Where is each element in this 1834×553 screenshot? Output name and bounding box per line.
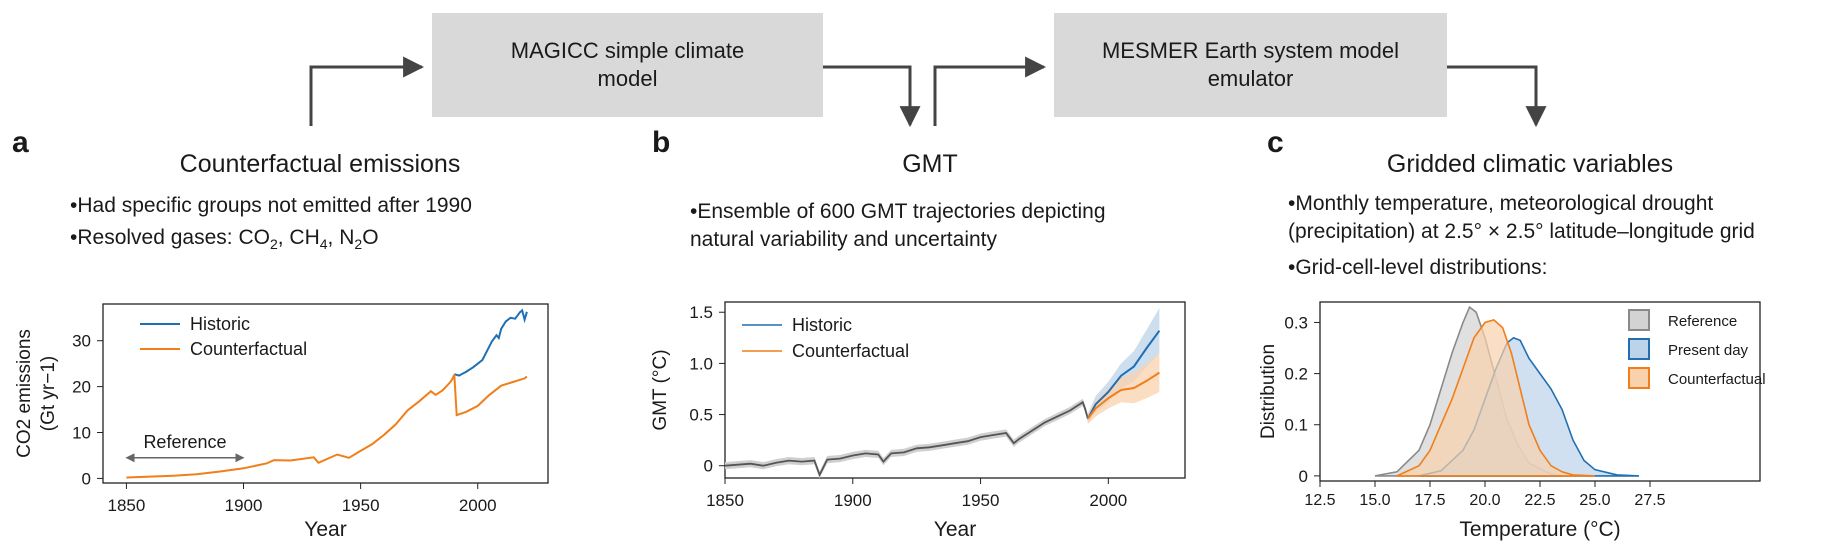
chart-a-legend-label: Historic [190,314,250,334]
chart-b-ylabel: GMT (°C) [650,349,671,430]
panel-c-letter: c [1267,126,1284,159]
chart-b-xtick-label: 1850 [706,491,744,510]
chart-c-xtick-label: 15.0 [1359,492,1390,509]
chart-b-xtick-label: 1900 [834,491,872,510]
chart-c-legend-swatch [1628,309,1650,331]
chart-a-ytick-label: 20 [72,378,91,397]
panel-a-letter: a [12,126,29,159]
chart-b-xtick-label: 2000 [1089,491,1127,510]
chart-b-legend-label: Counterfactual [792,341,909,361]
panel-c-title: Gridded climatic variables [1386,150,1674,178]
chart-b-ytick-label: 1.0 [689,354,713,373]
flow-arrow-into-magicc [309,56,425,126]
chart-c-legend-swatch [1628,367,1650,389]
chart-a-reference-label: Reference [143,432,226,452]
chart-a-xtick-label: 1850 [108,496,146,515]
chart-a-xtick-label: 1900 [225,496,263,515]
chart-c-density-counterfactual [1396,319,1596,477]
chart-a-series-counterfactual [126,374,528,479]
mesmer-box: MESMER Earth system model emulator [1054,13,1447,117]
chart-a-ytick-label: 0 [82,469,91,488]
chart-c-xtick-label: 17.5 [1414,492,1445,509]
flow-arrow-into-mesmer [933,56,1047,126]
chart-c-xlabel: Temperature (°C) [1459,518,1620,541]
chart-b-series-counterfactual [1087,371,1160,420]
chart-c-legend-swatch [1628,338,1650,360]
chart-c-ytick-label: 0.3 [1284,313,1308,332]
chart-a-xtick-label: 2000 [459,496,497,515]
panel-a-bullet-2: •Resolved gases: CO2, CH4, N2O [70,226,379,253]
chart-a-frame [102,303,549,484]
chart-b-ytick-label: 1.5 [689,303,713,322]
chart-a-ylabel-line2: (Gt yr−1) [38,356,59,431]
chart-c-legend-label: Counterfactual [1668,371,1766,388]
magicc-line1: MAGICC simple climate [510,38,745,63]
chart-c-xtick-label: 22.5 [1524,492,1555,509]
chart-c-xtick-label: 25.0 [1579,492,1610,509]
magicc-line2: model [597,66,658,91]
chart-c-xtick-label: 20.0 [1469,492,1500,509]
chart-b-series-historic [1087,330,1161,420]
chart-b-frame [724,301,1186,479]
chart-a-ylabel-line1: CO2 emissions [14,329,35,458]
mesmer-line2: emulator [1207,66,1294,91]
chart-c-legend-label: Present day [1668,342,1749,359]
chart-c-ytick-label: 0.1 [1284,416,1308,435]
chart-c-ylabel: Distribution [1258,344,1279,439]
chart-b-xtick-label: 1950 [962,491,1000,510]
chart-c-xtick-label: 12.5 [1304,492,1335,509]
chart-b-band-counterfactual [1087,353,1160,424]
panel-b-bullet-1: •Ensemble of 600 GMT trajectories depict… [690,200,1106,223]
flow-arrow-magicc-to-gmt [823,65,921,128]
panel-b-letter: b [652,126,671,159]
chart-c-legend-label: Reference [1668,313,1737,330]
chart-c-ytick-label: 0 [1299,467,1308,486]
chart-b-ytick-label: 0 [704,457,713,476]
chart-a-xtick-label: 1950 [342,496,380,515]
chart-a-xlabel: Year [304,518,346,541]
panel-a-title: Counterfactual emissions [179,150,461,178]
chart-b-reference-line [724,400,1089,478]
flow-arrow-mesmer-to-grid [1447,65,1547,128]
panel-b-title: GMT [902,150,958,178]
chart-b-reference-band [725,398,1088,479]
panel-c-bullet-3: •Grid-cell-level distributions: [1288,256,1548,279]
chart-a-ytick-label: 10 [72,424,91,443]
panel-a-bullet-1: •Had specific groups not emitted after 1… [70,194,472,217]
chart-b-xlabel: Year [934,518,976,541]
chart-b-legend-label: Historic [792,315,852,335]
chart-c-xtick-label: 27.5 [1634,492,1665,509]
panel-b-bullet-2: natural variability and uncertainty [690,228,998,251]
chart-a-series-historic [454,308,528,377]
chart-a-ytick-label: 30 [72,332,91,351]
panel-c-bullet-1: •Monthly temperature, meteorological dro… [1288,192,1714,215]
chart-c-ytick-label: 0.2 [1284,365,1308,384]
panel-c-bullet-2: (precipitation) at 2.5° × 2.5° latitude–… [1288,220,1755,243]
chart-b-ytick-label: 0.5 [689,406,713,425]
chart-a-legend-label: Counterfactual [190,339,307,359]
magicc-box: MAGICC simple climate model [432,13,823,117]
mesmer-line1: MESMER Earth system model [1101,38,1400,63]
